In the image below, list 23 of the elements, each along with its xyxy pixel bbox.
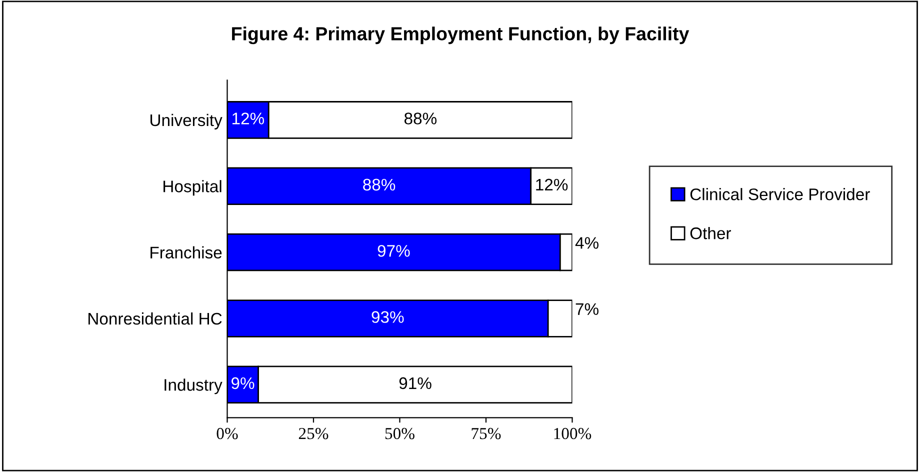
x-tick-label: 50% <box>385 428 414 440</box>
x-tick-label: 25% <box>298 428 328 440</box>
y-tick-label: Hospital <box>164 180 222 196</box>
y-tick-label: Industry <box>164 378 222 394</box>
data-label: 12% <box>536 178 568 191</box>
y-tick-label: University <box>150 114 222 130</box>
data-label: 88% <box>404 112 437 124</box>
data-label: 93% <box>372 311 404 323</box>
legend-label: Clinical Service Provider <box>690 188 870 200</box>
data-label: 88% <box>363 178 396 191</box>
data-label: 97% <box>378 244 410 257</box>
data-label: 12% <box>232 112 264 124</box>
data-label: 7% <box>576 303 598 315</box>
x-tick-label: 75% <box>472 428 501 440</box>
legend-label: Other <box>690 226 731 240</box>
y-tick-label: Nonresidential HC <box>88 312 222 325</box>
data-label: 4% <box>575 237 598 249</box>
x-tick-label: 100% <box>554 428 592 440</box>
data-label: 91% <box>399 377 432 390</box>
x-tick-label: 0% <box>216 428 238 440</box>
y-tick-label: Franchise <box>150 246 222 258</box>
chart-title: Figure 4: Primary Employment Function, by Facility <box>232 26 690 44</box>
data-label: 9% <box>232 377 254 390</box>
